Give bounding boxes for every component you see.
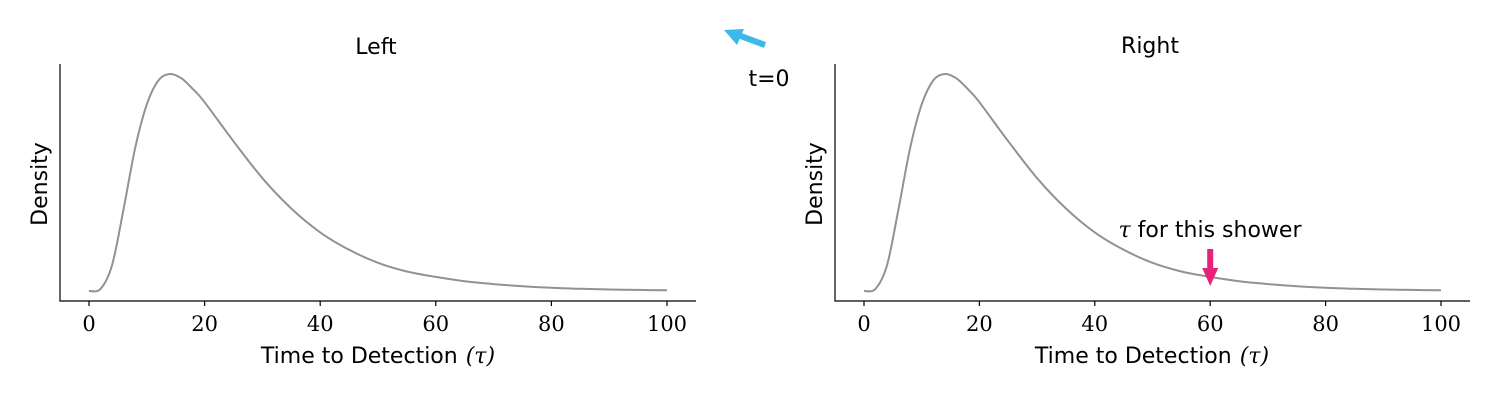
right-x-tick-label-80: 80	[1312, 312, 1339, 336]
t0-label: t=0	[748, 67, 789, 92]
right-axes-spines	[834, 64, 1470, 302]
left-axes-spines	[59, 64, 696, 302]
right-x-tick-label-0: 0	[857, 312, 870, 336]
right-panel: Right 0 20 40 60 80 100 Density Time to Detec…	[803, 34, 1470, 369]
tau-annotation-label: τ for this shower	[1119, 218, 1303, 243]
t0-annotation: t=0	[724, 29, 790, 92]
left-panel: Left 0 20 40 60 80 100 Density Time to Detect…	[28, 35, 696, 369]
left-x-ticks	[88, 301, 668, 306]
left-chart-title: Left	[355, 35, 397, 60]
right-x-tick-label-40: 40	[1081, 312, 1108, 336]
right-x-tick-label-60: 60	[1197, 312, 1224, 336]
right-y-axis-label: Density	[803, 142, 828, 226]
left-x-tick-label-80: 80	[538, 312, 565, 336]
left-x-tick-labels: 0 20 40 60 80 100	[82, 312, 687, 336]
left-density-curve	[88, 72, 668, 293]
left-x-tick-label-0: 0	[82, 312, 95, 336]
left-y-axis-label: Density	[28, 142, 53, 226]
right-x-tick-label-20: 20	[966, 312, 993, 336]
right-x-ticks	[863, 301, 1442, 306]
t0-arrow-head	[724, 29, 744, 45]
t0-arrow-shaft	[736, 32, 767, 48]
right-x-axis-label: Time to Detection (τ)	[1034, 344, 1269, 369]
right-x-tick-label-100: 100	[1421, 312, 1461, 336]
right-x-tick-labels: 0 20 40 60 80 100	[857, 312, 1461, 336]
left-x-tick-label-40: 40	[307, 312, 334, 336]
right-chart-title: Right	[1121, 34, 1179, 59]
left-x-tick-label-100: 100	[647, 312, 687, 336]
left-x-tick-label-60: 60	[422, 312, 449, 336]
right-density-curve	[863, 72, 1442, 293]
left-x-axis-label: Time to Detection (τ)	[260, 344, 495, 369]
tau-arrow-head	[1202, 268, 1219, 286]
left-x-tick-label-20: 20	[191, 312, 218, 336]
